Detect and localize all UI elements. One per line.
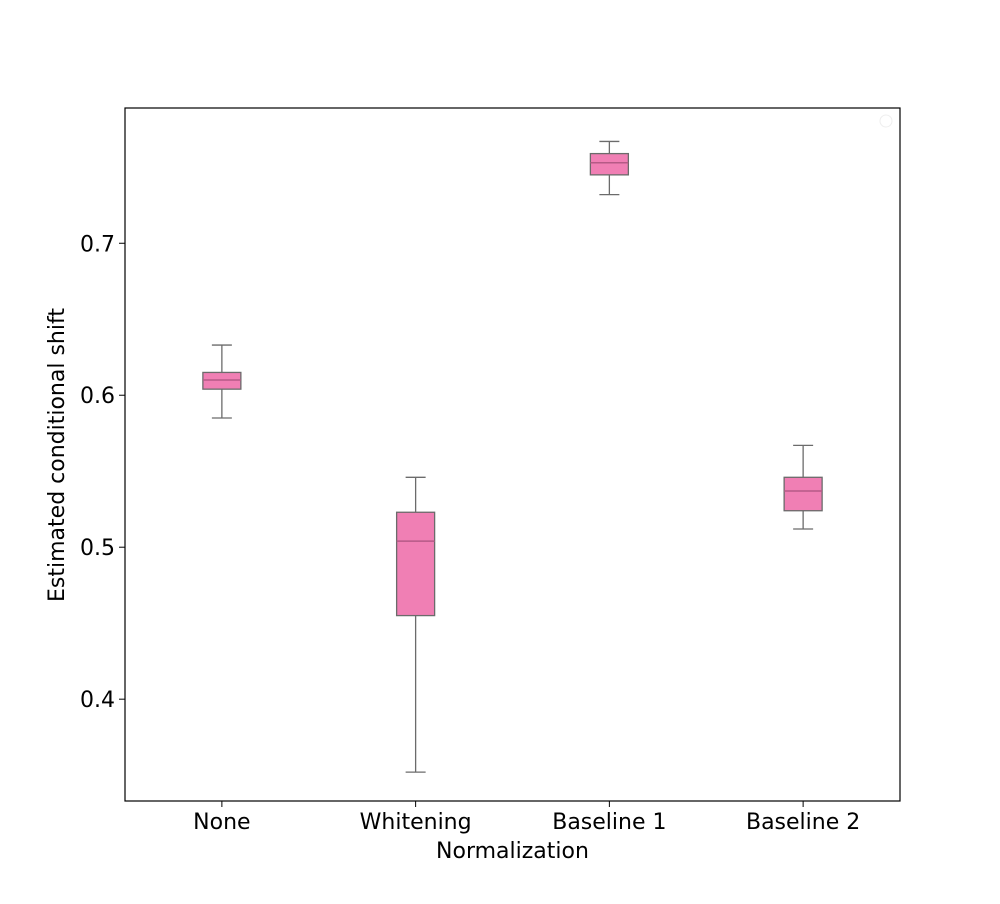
box-iqr (589, 152, 630, 176)
box-iqr (202, 371, 242, 390)
box-iqr (783, 476, 823, 512)
y-axis-label: Estimated conditional shift (45, 308, 70, 602)
x-axis-ticks: None Whitening Baseline 1 Baseline 2 (193, 801, 860, 835)
x-tick-label: Baseline 1 (552, 810, 666, 835)
y-axis-ticks: 0.4 0.5 0.6 0.7 (80, 232, 125, 713)
boxes-layer (202, 140, 823, 773)
y-tick-label: 0.4 (80, 688, 115, 713)
x-tick-label: Baseline 2 (746, 810, 860, 835)
box-iqr (395, 511, 436, 617)
x-axis-label: Normalization (436, 839, 589, 864)
y-tick-label: 0.7 (80, 232, 115, 257)
box-group (202, 344, 242, 419)
legend-placeholder-icon (879, 114, 893, 128)
box-group (395, 476, 436, 773)
box-group (589, 140, 630, 196)
box-group (783, 444, 823, 530)
x-tick-label: Whitening (360, 810, 472, 835)
plot-area-frame (124, 107, 901, 802)
y-tick-label: 0.6 (80, 384, 115, 409)
y-tick-label: 0.5 (80, 536, 115, 561)
x-tick-label: None (193, 810, 250, 835)
